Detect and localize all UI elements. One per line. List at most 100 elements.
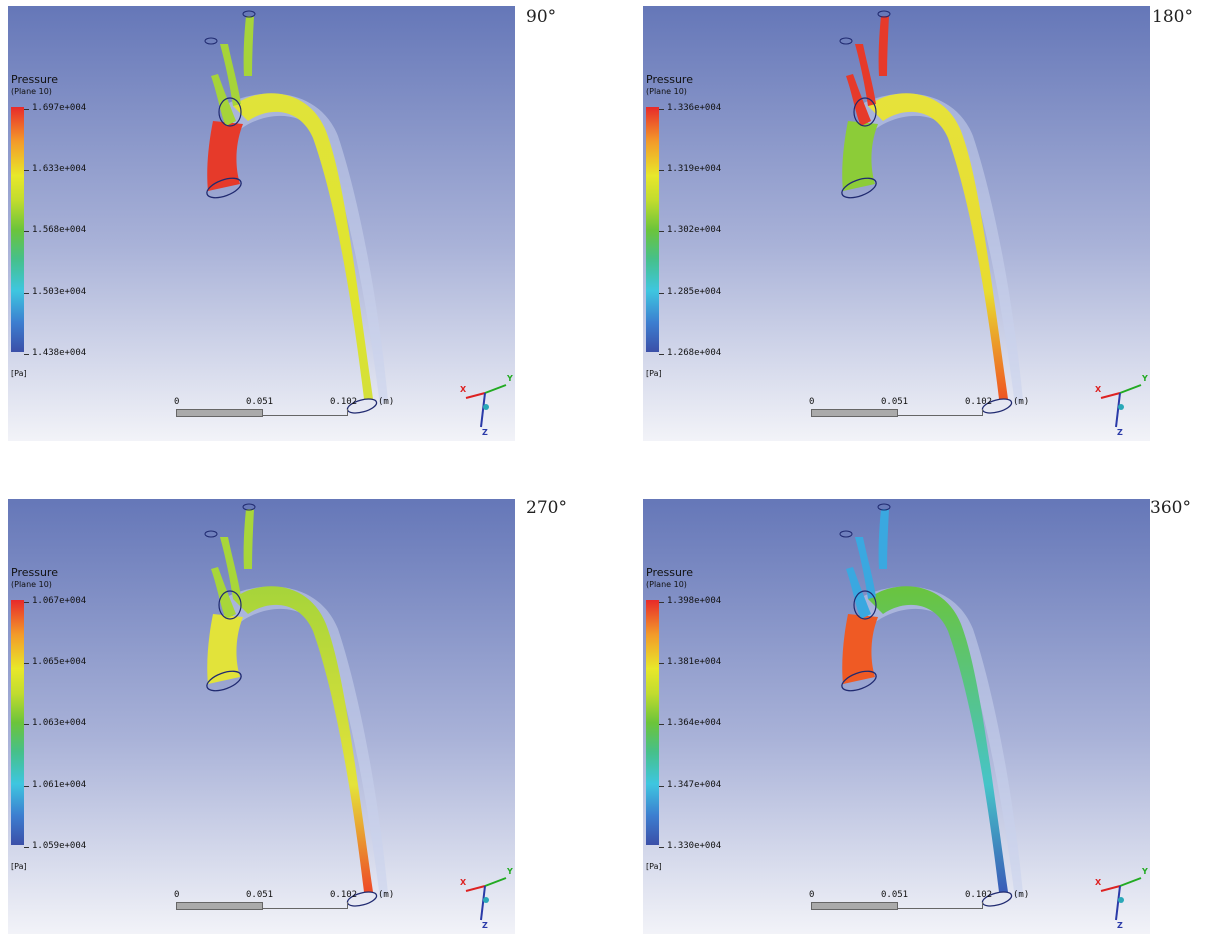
legend-tick-label: 1.364e+004	[667, 718, 722, 728]
legend-tick	[659, 293, 664, 294]
inlet-ring	[206, 177, 242, 199]
arch-ring	[853, 97, 877, 127]
scale-bar-filled	[811, 409, 898, 417]
triad-z-label: Z	[482, 921, 488, 930]
triad-x-label: X	[460, 878, 467, 887]
branch-ring-1	[839, 530, 853, 538]
angle-label-270: 270°	[526, 498, 567, 518]
triad-z-label: Z	[1117, 428, 1123, 437]
triad-z-axis	[1115, 885, 1121, 921]
legend-tick-label: 1.503e+004	[32, 287, 87, 297]
aortic-arch-descending	[868, 93, 1008, 399]
viewport-background	[8, 499, 515, 934]
arch-branch-3	[878, 16, 889, 76]
vessel-shadow	[858, 93, 1023, 406]
vessel-shadow	[223, 93, 388, 406]
legend-tick	[659, 724, 664, 725]
aorta-contour-svg	[643, 6, 1150, 441]
scale-bar-filled	[176, 409, 263, 417]
scale-bar-empty	[262, 902, 348, 909]
legend-tick-label: 1.268e+004	[667, 348, 722, 358]
arch-branch-2	[855, 537, 876, 599]
legend-tick	[24, 847, 29, 848]
legend-tick-label: 1.065e+004	[32, 657, 87, 667]
triad-y-label: Y	[507, 867, 513, 876]
legend-tick	[659, 786, 664, 787]
contour-panel-270: Pressure (Plane 10) 1.067e+004 1.065e+004 1.…	[8, 499, 515, 934]
viewport-background	[8, 6, 515, 441]
legend-tick	[24, 231, 29, 232]
contour-panel-360: Pressure (Plane 10) 1.398e+004 1.381e+004 1.…	[643, 499, 1150, 934]
triad-y-axis	[1119, 384, 1142, 394]
legend-tick-label: 1.302e+004	[667, 225, 722, 235]
aortic-arch-descending	[233, 586, 373, 892]
aortic-root	[842, 614, 878, 684]
legend-tick	[24, 724, 29, 725]
arch-branch-3	[878, 509, 889, 569]
legend-tick	[24, 602, 29, 603]
inlet-ring	[841, 670, 877, 692]
triad-origin	[1118, 404, 1124, 410]
branch-ring-2	[877, 503, 891, 511]
triad-origin	[483, 404, 489, 410]
arch-branch-2	[220, 537, 241, 599]
legend-tick-label: 1.347e+004	[667, 780, 722, 790]
legend-tick-label: 1.633e+004	[32, 164, 87, 174]
inlet-ring	[206, 670, 242, 692]
scale-label-unit: (m)	[378, 890, 395, 900]
contour-panel-180: Pressure (Plane 10) 1.336e+004 1.319e+004 1.…	[643, 6, 1150, 441]
scale-bar-empty	[262, 409, 348, 416]
triad-y-axis	[484, 384, 507, 394]
legend-tick	[659, 602, 664, 603]
triad-origin	[483, 897, 489, 903]
triad-y-axis	[484, 877, 507, 887]
scale-label-max: 0.102	[330, 397, 358, 407]
scale-bar-empty	[897, 902, 983, 909]
branch-ring-1	[204, 530, 218, 538]
triad-y-label: Y	[1142, 374, 1148, 383]
angle-label-180: 180°	[1152, 7, 1193, 27]
triad-y-label: Y	[507, 374, 513, 383]
arch-branch-2	[855, 44, 876, 106]
legend-tick	[24, 354, 29, 355]
legend-tick-label: 1.568e+004	[32, 225, 87, 235]
arch-branch-3	[243, 16, 254, 76]
legend-subtitle: (Plane 10)	[646, 87, 687, 96]
scale-label-unit: (m)	[1013, 890, 1030, 900]
aortic-root	[842, 121, 878, 191]
scale-label-max: 0.102	[965, 397, 993, 407]
legend-tick-label: 1.438e+004	[32, 348, 87, 358]
aortic-arch-descending	[233, 93, 373, 399]
arch-branch-3	[243, 509, 254, 569]
scale-label-0: 0	[809, 397, 815, 407]
legend-unit: [Pa]	[11, 862, 27, 871]
legend-title: Pressure	[646, 73, 693, 86]
scale-label-mid: 0.051	[246, 890, 274, 900]
legend-tick-label: 1.336e+004	[667, 103, 722, 113]
arch-ring	[218, 590, 242, 620]
angle-label-90: 90°	[526, 7, 557, 27]
legend-unit: [Pa]	[646, 862, 662, 871]
legend-title: Pressure	[646, 566, 693, 579]
aorta-contour-svg	[8, 499, 515, 934]
legend-tick	[24, 109, 29, 110]
viewport-background	[643, 6, 1150, 441]
triad-x-label: X	[460, 385, 467, 394]
scale-label-0: 0	[809, 890, 815, 900]
branch-ring-2	[242, 503, 256, 511]
aortic-arch-descending	[868, 586, 1008, 892]
vessel-shadow	[858, 586, 1023, 899]
legend-subtitle: (Plane 10)	[646, 580, 687, 589]
legend-tick-label: 1.381e+004	[667, 657, 722, 667]
viewport-background	[643, 499, 1150, 934]
scale-label-0: 0	[174, 397, 180, 407]
triad-x-label: X	[1095, 878, 1102, 887]
legend-tick-label: 1.319e+004	[667, 164, 722, 174]
legend-tick-label: 1.061e+004	[32, 780, 87, 790]
scale-bar-empty	[897, 409, 983, 416]
scale-label-mid: 0.051	[881, 397, 909, 407]
legend-tick	[24, 293, 29, 294]
branch-ring-2	[877, 10, 891, 18]
triad-y-axis	[1119, 877, 1142, 887]
vessel-shadow	[223, 586, 388, 899]
